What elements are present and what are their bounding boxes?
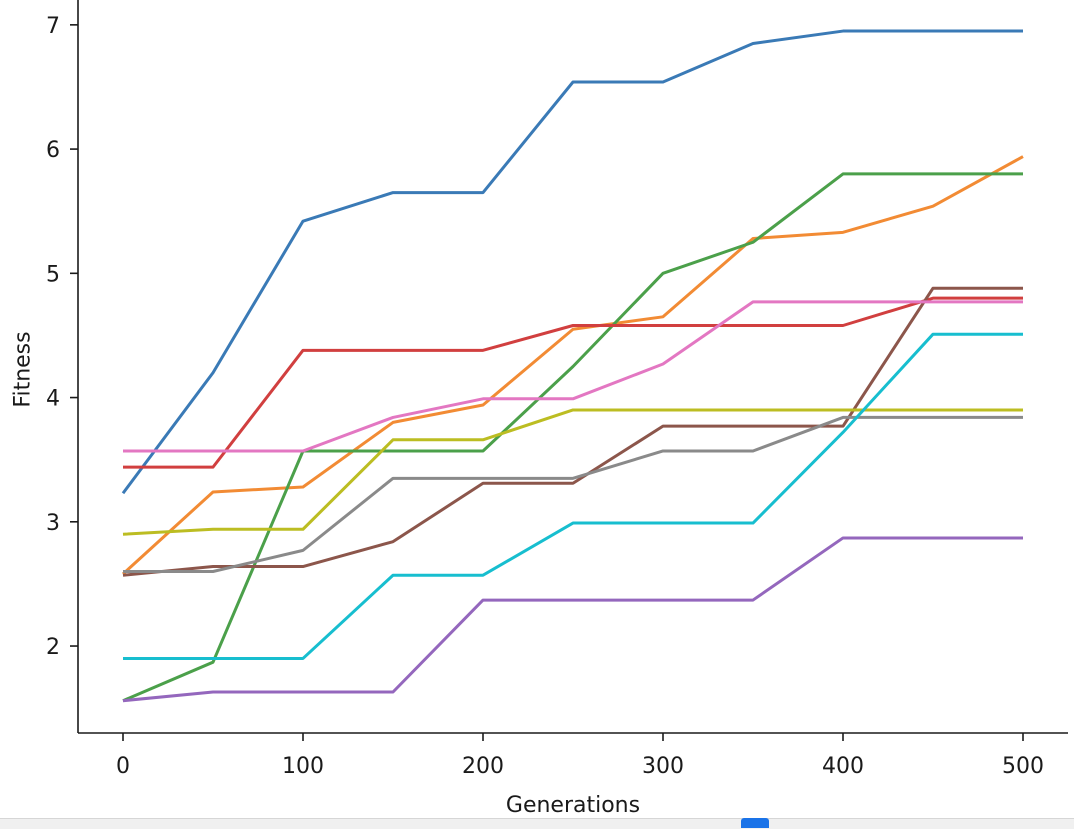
y-tick-label: 7	[46, 14, 60, 39]
y-tick-label: 2	[46, 635, 60, 660]
y-axis-ticks: 2 3 4 5 6 7	[46, 14, 78, 660]
series-line-run-4	[123, 296, 1023, 469]
series-line-run-5	[122, 536, 1023, 703]
y-tick-label: 6	[46, 138, 60, 163]
corner-handle-icon[interactable]	[741, 818, 769, 828]
y-tick-label: 5	[46, 262, 60, 287]
series-line-run-1	[121, 29, 1023, 495]
x-tick-label: 0	[116, 754, 130, 779]
x-tick-label: 200	[462, 754, 504, 779]
x-axis-title: Generations	[506, 793, 640, 818]
y-tick-label: 4	[46, 387, 60, 412]
series-line-run-9	[122, 408, 1023, 536]
series-line-run-6	[122, 286, 1023, 577]
series-line-run-3	[122, 172, 1023, 703]
x-tick-label: 300	[642, 754, 684, 779]
series-lines	[121, 29, 1024, 703]
series-line-run-7	[123, 300, 1023, 453]
bottom-scroll-strip	[0, 818, 1074, 829]
x-axis-ticks: 0 100 200 300 400 500	[116, 733, 1044, 779]
y-tick-label: 3	[46, 511, 60, 536]
series-line-run-10	[123, 332, 1023, 660]
y-axis-title: Fitness	[11, 331, 36, 407]
series-line-run-8	[123, 415, 1023, 573]
x-tick-label: 500	[1002, 754, 1044, 779]
x-tick-label: 400	[822, 754, 864, 779]
series-line-run-2	[121, 155, 1024, 576]
x-tick-label: 100	[282, 754, 324, 779]
